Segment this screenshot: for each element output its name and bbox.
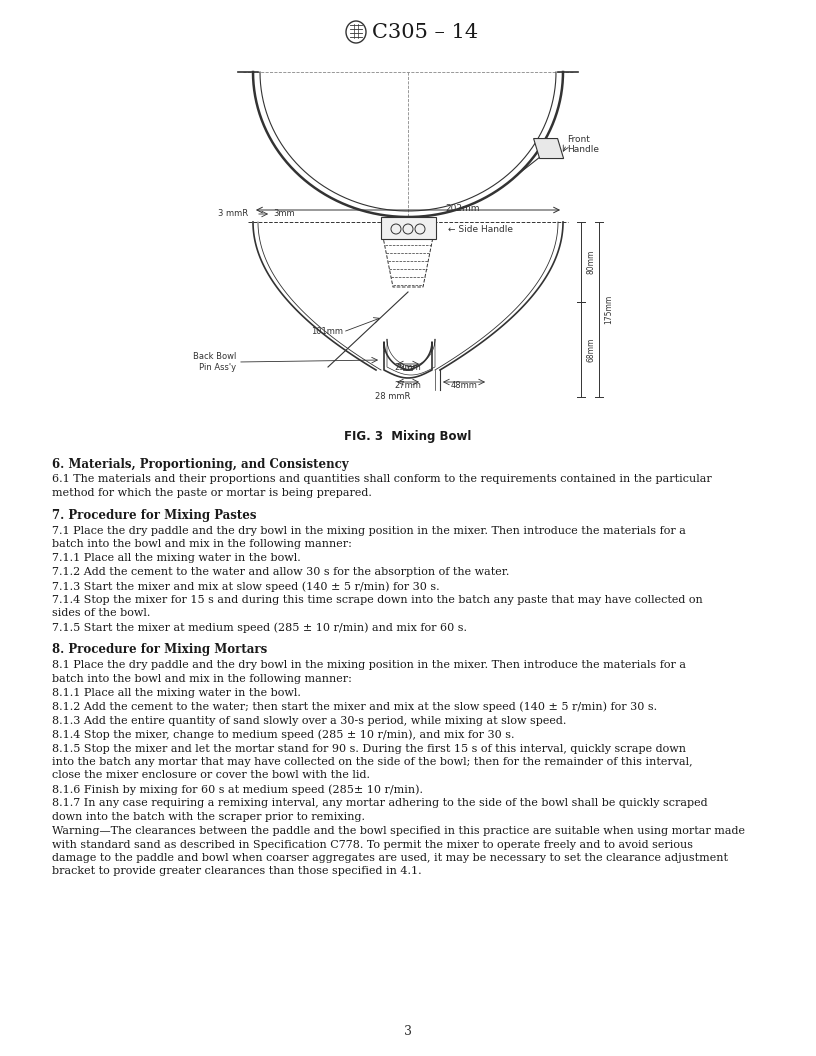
Text: damage to the paddle and bowl when coarser aggregates are used, it may be necess: damage to the paddle and bowl when coars…	[52, 853, 728, 863]
Text: 28 mmR: 28 mmR	[375, 392, 410, 401]
Text: Front
Handle: Front Handle	[568, 135, 600, 154]
Bar	[380, 216, 436, 239]
Text: with standard sand as described in Specification C778. To permit the mixer to op: with standard sand as described in Speci…	[52, 840, 693, 849]
Text: Warning—The clearances between the paddle and the bowl specified in this practic: Warning—The clearances between the paddl…	[52, 826, 745, 836]
Text: bracket to provide greater clearances than those specified in 4.1.: bracket to provide greater clearances th…	[52, 867, 422, 876]
Text: 3: 3	[404, 1025, 412, 1038]
Text: close the mixer enclosure or cover the bowl with the lid.: close the mixer enclosure or cover the b…	[52, 771, 370, 780]
Text: 6.1 The materials and their proportions and quantities shall conform to the requ: 6.1 The materials and their proportions …	[52, 474, 712, 485]
Text: 27mm: 27mm	[395, 381, 421, 390]
Text: batch into the bowl and mix in the following manner:: batch into the bowl and mix in the follo…	[52, 674, 352, 683]
Text: C305 – 14: C305 – 14	[372, 22, 478, 41]
Text: 202mm: 202mm	[446, 204, 481, 213]
Text: 48mm: 48mm	[450, 381, 477, 390]
Text: down into the batch with the scraper prior to remixing.: down into the batch with the scraper pri…	[52, 812, 365, 822]
Text: 8.1.4 Stop the mixer, change to medium speed (285 ± 10 r/min), and mix for 30 s.: 8.1.4 Stop the mixer, change to medium s…	[52, 730, 515, 740]
Text: 8.1 Place the dry paddle and the dry bowl in the mixing position in the mixer. T: 8.1 Place the dry paddle and the dry bow…	[52, 660, 686, 670]
Text: ← Side Handle: ← Side Handle	[447, 225, 512, 233]
Text: 8.1.2 Add the cement to the water; then start the mixer and mix at the slow spee: 8.1.2 Add the cement to the water; then …	[52, 701, 657, 712]
Text: 101mm: 101mm	[311, 327, 343, 337]
Text: 7.1.3 Start the mixer and mix at slow speed (140 ± 5 r/min) for 30 s.: 7.1.3 Start the mixer and mix at slow sp…	[52, 581, 440, 591]
Text: 7.1 Place the dry paddle and the dry bowl in the mixing position in the mixer. T: 7.1 Place the dry paddle and the dry bow…	[52, 526, 686, 535]
Text: sides of the bowl.: sides of the bowl.	[52, 608, 150, 619]
Text: 7.1.4 Stop the mixer for 15 s and during this time scrape down into the batch an: 7.1.4 Stop the mixer for 15 s and during…	[52, 595, 703, 605]
Text: 8.1.6 Finish by mixing for 60 s at medium speed (285± 10 r/min).: 8.1.6 Finish by mixing for 60 s at mediu…	[52, 785, 423, 795]
Text: 80mm: 80mm	[586, 250, 595, 275]
Text: 8.1.5 Stop the mixer and let the mortar stand for 90 s. During the first 15 s of: 8.1.5 Stop the mixer and let the mortar …	[52, 743, 686, 754]
Text: 8.1.7 In any case requiring a remixing interval, any mortar adhering to the side: 8.1.7 In any case requiring a remixing i…	[52, 798, 707, 809]
Text: 175mm: 175mm	[604, 295, 613, 324]
Polygon shape	[534, 138, 564, 158]
Text: 8.1.3 Add the entire quantity of sand slowly over a 30-s period, while mixing at: 8.1.3 Add the entire quantity of sand sl…	[52, 716, 566, 725]
Text: Back Bowl
Pin Ass'y: Back Bowl Pin Ass'y	[193, 353, 236, 372]
Text: FIG. 3  Mixing Bowl: FIG. 3 Mixing Bowl	[344, 430, 472, 444]
Text: 6. Materials, Proportioning, and Consistency: 6. Materials, Proportioning, and Consist…	[52, 458, 348, 471]
Text: method for which the paste or mortar is being prepared.: method for which the paste or mortar is …	[52, 488, 372, 498]
Text: into the batch any mortar that may have collected on the side of the bowl; then : into the batch any mortar that may have …	[52, 757, 693, 767]
Text: 7. Procedure for Mixing Pastes: 7. Procedure for Mixing Pastes	[52, 509, 256, 522]
Text: 7.1.2 Add the cement to the water and allow 30 s for the absorption of the water: 7.1.2 Add the cement to the water and al…	[52, 567, 509, 577]
Text: 8.1.1 Place all the mixing water in the bowl.: 8.1.1 Place all the mixing water in the …	[52, 687, 301, 698]
Text: 7.1.5 Start the mixer at medium speed (285 ± 10 r/min) and mix for 60 s.: 7.1.5 Start the mixer at medium speed (2…	[52, 622, 467, 633]
Text: 68mm: 68mm	[586, 337, 595, 362]
Text: 3mm: 3mm	[273, 209, 295, 219]
Text: 29mm: 29mm	[395, 363, 421, 372]
Text: 3 mmR: 3 mmR	[218, 209, 248, 219]
Text: batch into the bowl and mix in the following manner:: batch into the bowl and mix in the follo…	[52, 539, 352, 549]
Text: 7.1.1 Place all the mixing water in the bowl.: 7.1.1 Place all the mixing water in the …	[52, 553, 301, 563]
Text: 8. Procedure for Mixing Mortars: 8. Procedure for Mixing Mortars	[52, 643, 268, 657]
